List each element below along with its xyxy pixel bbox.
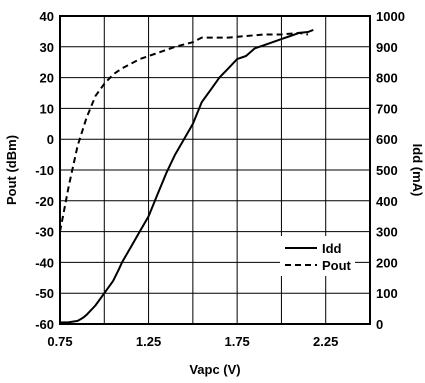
left-tick-label: 0 (47, 132, 54, 147)
right-tick-label: 800 (376, 71, 398, 86)
left-tick-label: 40 (40, 9, 54, 24)
legend-background (280, 236, 355, 276)
right-tick-label: 1000 (376, 9, 405, 24)
left-tick-label: 10 (40, 101, 54, 116)
right-tick-label: 600 (376, 132, 398, 147)
x-tick-label: 0.75 (47, 334, 72, 349)
x-axis-label: Vapc (V) (189, 362, 240, 377)
left-tick-label: -40 (35, 255, 54, 270)
right-tick-label: 100 (376, 286, 398, 301)
right-tick-label: 900 (376, 40, 398, 55)
left-tick-label: 30 (40, 40, 54, 55)
right-tick-label: 0 (376, 317, 383, 332)
left-tick-labels: 40 30 20 10 0 -10 -20 -30 -40 -50 -60 (35, 9, 54, 332)
right-tick-label: 200 (376, 255, 398, 270)
series-idd-line (59, 28, 314, 324)
left-tick-label: -60 (35, 317, 54, 332)
right-tick-label: 700 (376, 101, 398, 116)
grid-lines (59, 15, 371, 325)
right-axis-label: Idd (mA) (410, 144, 425, 197)
right-tick-label: 500 (376, 163, 398, 178)
x-tick-label: 2.25 (313, 334, 338, 349)
left-tick-label: -20 (35, 194, 54, 209)
left-tick-label: -30 (35, 225, 54, 240)
plot-frame (59, 15, 371, 325)
right-tick-label: 300 (376, 225, 398, 240)
left-tick-label: -10 (35, 163, 54, 178)
left-tick-label: 20 (40, 71, 54, 86)
legend: Idd Pout (280, 236, 355, 276)
legend-pout-label: Pout (322, 258, 352, 273)
legend-idd-label: Idd (322, 241, 342, 256)
x-tick-label: 1.75 (224, 334, 249, 349)
series-lines (59, 28, 314, 324)
left-axis-label: Pout (dBm) (4, 135, 19, 205)
right-tick-label: 400 (376, 194, 398, 209)
left-tick-label: -50 (35, 286, 54, 301)
series-pout-line (59, 31, 309, 232)
x-tick-label: 1.25 (136, 334, 161, 349)
x-tick-labels: 0.75 1.25 1.75 2.25 (47, 334, 338, 349)
